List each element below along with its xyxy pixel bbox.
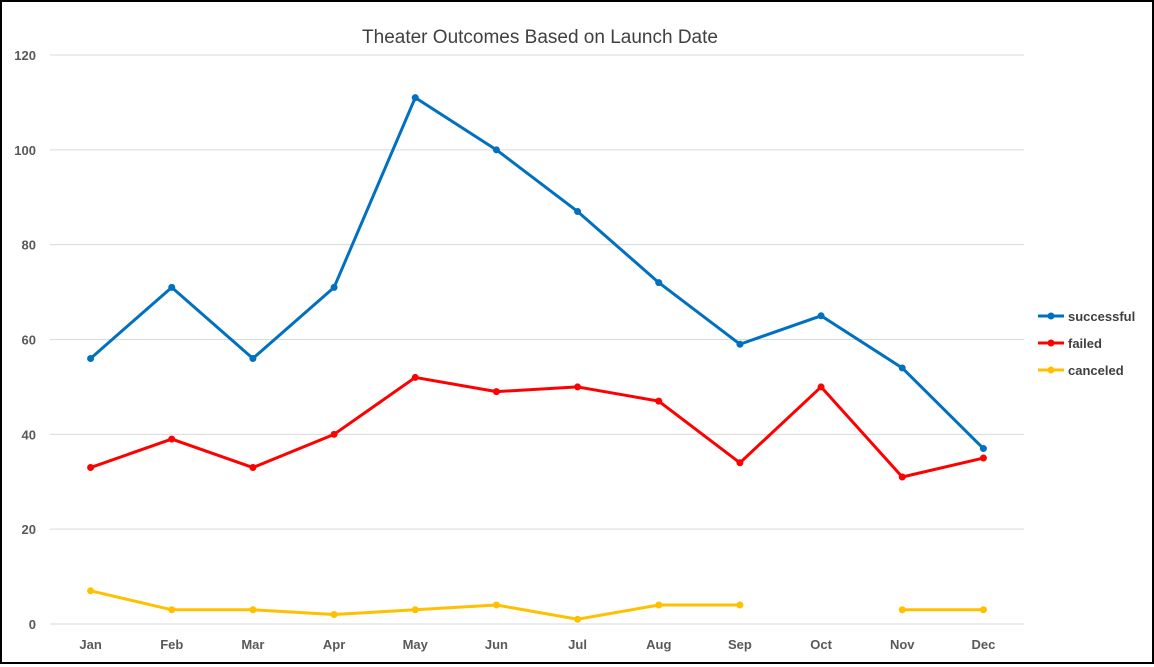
data-point-canceled <box>492 601 500 609</box>
data-point-failed <box>898 473 906 481</box>
data-point-successful <box>655 279 663 287</box>
x-tick-label: Jun <box>485 637 508 652</box>
legend: successful failed canceled <box>1038 309 1135 378</box>
x-tick-label: Jul <box>568 637 587 652</box>
legend-item-failed: failed <box>1038 336 1102 351</box>
data-point-failed <box>574 383 582 391</box>
data-point-successful <box>898 364 906 372</box>
x-tick-label: Feb <box>160 637 183 652</box>
data-point-successful <box>330 283 338 291</box>
legend-label: canceled <box>1068 363 1124 378</box>
data-point-canceled <box>411 606 419 614</box>
data-point-failed <box>249 464 257 472</box>
data-point-successful <box>249 354 257 362</box>
data-point-successful <box>168 283 176 291</box>
series-line-successful <box>89 96 985 451</box>
data-point-failed <box>655 397 663 405</box>
y-tick-label: 80 <box>22 238 36 253</box>
x-tick-label: Aug <box>646 637 671 652</box>
chart-title: Theater Outcomes Based on Launch Date <box>362 27 718 48</box>
data-point-canceled <box>87 587 95 595</box>
series-line-failed <box>89 375 985 479</box>
series-failed <box>87 373 987 481</box>
data-point-failed <box>817 383 825 391</box>
data-point-failed <box>87 464 95 472</box>
legend-item-successful: successful <box>1038 309 1135 324</box>
data-point-failed <box>979 454 987 462</box>
data-point-successful <box>87 354 95 362</box>
x-tick-label: Mar <box>241 637 264 652</box>
x-tick-label: Oct <box>810 637 832 652</box>
legend-marker <box>1047 339 1055 347</box>
data-point-failed <box>736 459 744 467</box>
data-point-successful <box>817 312 825 320</box>
y-axis-ticks: 0 20 40 60 80 100 120 <box>14 48 36 632</box>
data-point-failed <box>330 430 338 438</box>
data-point-successful <box>574 207 582 215</box>
x-tick-label: Apr <box>323 637 345 652</box>
legend-label: failed <box>1068 336 1102 351</box>
x-tick-label: May <box>403 637 429 652</box>
gridlines <box>50 54 1024 625</box>
data-point-failed <box>168 435 176 443</box>
legend-item-canceled: canceled <box>1038 363 1124 378</box>
data-point-canceled <box>736 601 744 609</box>
data-point-successful <box>411 94 419 102</box>
data-point-canceled <box>574 615 582 623</box>
data-point-failed <box>492 388 500 396</box>
y-tick-label: 100 <box>14 143 36 158</box>
data-point-canceled <box>898 606 906 614</box>
data-point-canceled <box>979 606 987 614</box>
x-tick-label: Dec <box>971 637 995 652</box>
data-point-successful <box>736 340 744 348</box>
legend-marker <box>1047 366 1055 374</box>
series-line-canceled <box>89 589 742 621</box>
y-tick-label: 0 <box>29 617 36 632</box>
x-tick-label: Sep <box>728 637 752 652</box>
series-successful <box>87 94 987 453</box>
legend-marker <box>1047 312 1055 320</box>
data-point-canceled <box>249 606 257 614</box>
data-point-canceled <box>168 606 176 614</box>
y-tick-label: 40 <box>22 427 36 442</box>
data-point-successful <box>492 146 500 154</box>
series-lines <box>87 94 987 623</box>
data-point-canceled <box>655 601 663 609</box>
y-tick-label: 120 <box>14 48 36 63</box>
data-point-successful <box>979 445 987 453</box>
x-tick-label: Nov <box>890 637 915 652</box>
series-canceled <box>87 587 987 623</box>
data-point-failed <box>411 373 419 381</box>
y-tick-label: 60 <box>22 333 36 348</box>
x-tick-label: Jan <box>79 637 101 652</box>
data-point-canceled <box>330 611 338 619</box>
legend-label: successful <box>1068 309 1135 324</box>
x-axis-ticks: Jan Feb Mar Apr May Jun Jul Aug Sep Oct Nov Dec <box>79 637 995 652</box>
y-tick-label: 20 <box>22 522 36 537</box>
